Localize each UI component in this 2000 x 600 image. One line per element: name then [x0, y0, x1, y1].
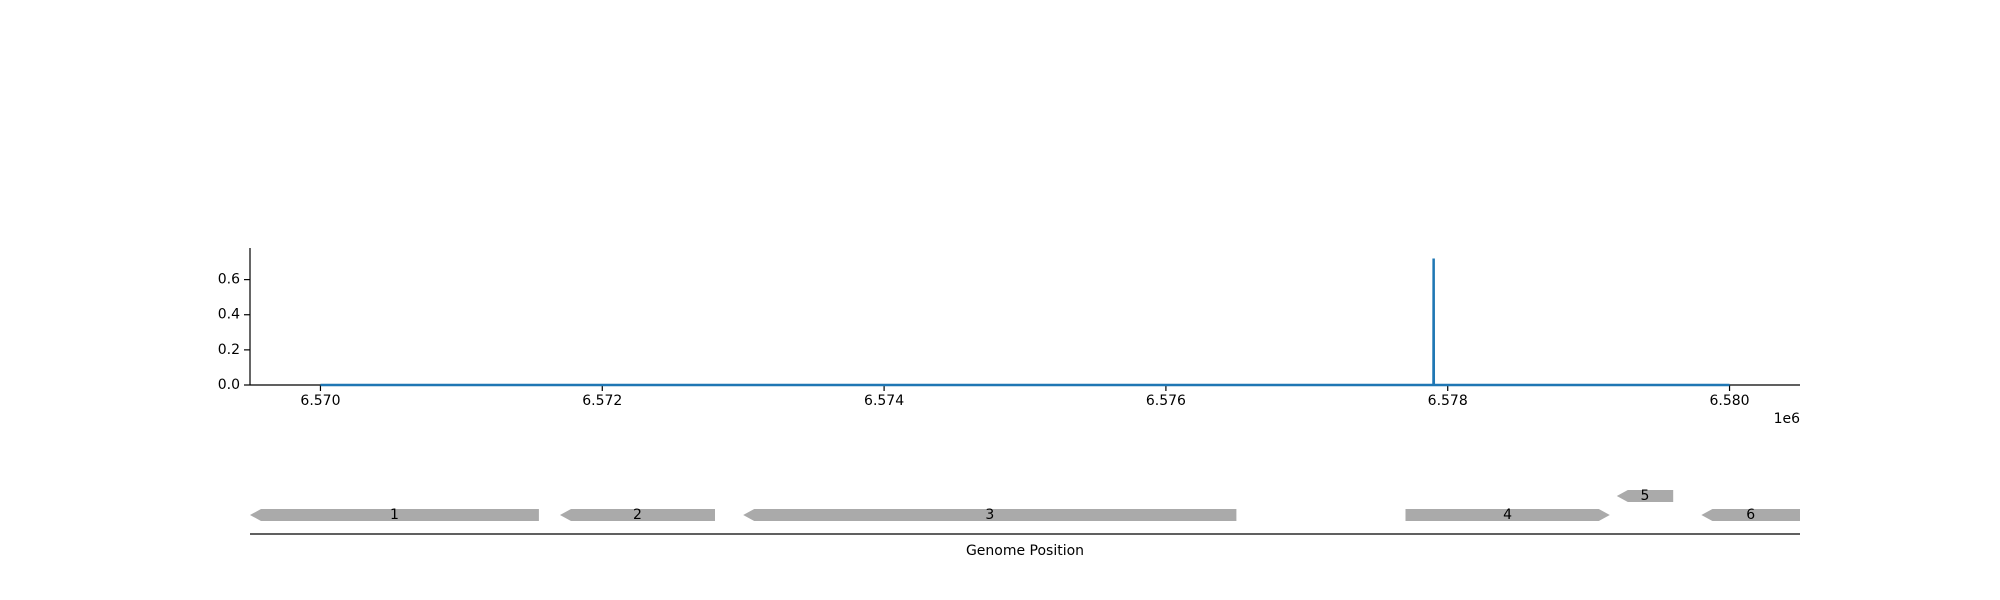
gene-features: 1 2 3 4 5 6 [250, 488, 1800, 523]
x-tick-label: 6.574 [864, 393, 904, 409]
gene-feature-3 [743, 509, 1237, 521]
y-ticks: 0.0 0.2 0.4 0.6 [218, 272, 250, 393]
gene-label-1: 1 [390, 507, 399, 523]
gene-feature-6 [1701, 509, 1800, 521]
x-tick-label: 6.572 [582, 393, 622, 409]
gene-label-5: 5 [1641, 488, 1650, 504]
x-offset-label: 1e6 [1774, 411, 1801, 427]
gene-label-4: 4 [1503, 507, 1512, 523]
coverage-series-line [320, 258, 1730, 387]
gene-track: 1 2 3 4 5 6 Genome Position [250, 488, 1800, 559]
coverage-plot: 0.00.20.40.6 6.570 6.572 6.574 6.576 6.578 6.… [218, 248, 1800, 427]
x-tick-label: 6.578 [1428, 393, 1468, 409]
gene-feature-5 [1616, 490, 1674, 502]
gene-feature-2 [560, 509, 715, 521]
x-ticks: 6.570 6.572 6.574 6.576 6.578 6.580 [300, 385, 1750, 409]
x-tick-label: 6.576 [1146, 393, 1186, 409]
y-tick-label: 0.4 [218, 307, 240, 323]
x-tick-label: 6.570 [300, 393, 340, 409]
x-tick-label: 6.580 [1709, 393, 1749, 409]
y-tick-label: 0.2 [218, 342, 240, 358]
gene-feature-4 [1405, 509, 1610, 521]
gene-label-3: 3 [985, 507, 994, 523]
y-tick-label: 0.6 [218, 272, 240, 288]
gene-label-6: 6 [1746, 507, 1755, 523]
gene-feature-1 [250, 509, 539, 521]
x-axis-label: Genome Position [966, 543, 1084, 559]
gene-label-2: 2 [633, 507, 642, 523]
y-tick-label: 0.0 [218, 377, 240, 393]
